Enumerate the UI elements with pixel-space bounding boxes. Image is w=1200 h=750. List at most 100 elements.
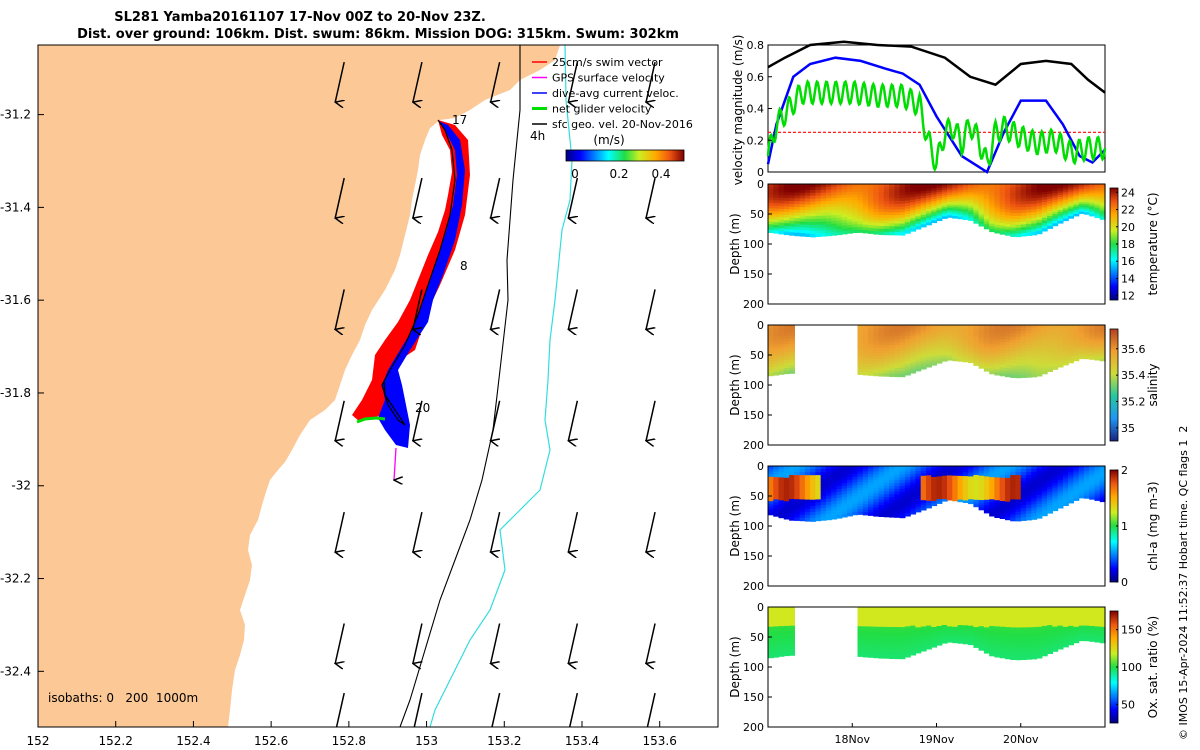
section-cell: [952, 210, 959, 213]
section-cell: [1026, 330, 1032, 335]
section-cell: [1026, 630, 1032, 634]
section-cell: [968, 208, 974, 211]
section-cell: [989, 352, 996, 356]
section-cell: [910, 468, 917, 472]
section-cell: [1062, 329, 1069, 333]
section-cell: [794, 206, 801, 211]
section-cell: [1010, 517, 1017, 522]
section-cell: [978, 642, 985, 646]
section-cell: [920, 188, 927, 192]
section-cell: [878, 626, 885, 631]
section-cell: [825, 224, 832, 228]
section-cell: [778, 344, 785, 348]
section-cell: [783, 357, 790, 361]
section-cell: [968, 352, 974, 355]
section-cell: [931, 199, 938, 202]
section-cell: [883, 330, 890, 335]
section-cell: [1010, 627, 1017, 631]
section-cell: [841, 468, 848, 473]
section-cell: [1026, 186, 1032, 191]
section-cell: [1010, 374, 1017, 378]
section-cell: [978, 195, 985, 199]
section-cell: [1068, 350, 1074, 353]
section-cell: [915, 353, 922, 357]
section-cell: [889, 511, 895, 515]
section-cell: [1057, 339, 1064, 342]
section-cell: [936, 348, 943, 351]
section-cell: [994, 477, 1001, 481]
section-cell: [804, 201, 811, 205]
section-cell: [804, 210, 811, 214]
section-cell: [1068, 201, 1074, 204]
section-cell: [778, 325, 785, 329]
section-cell: [883, 370, 890, 374]
section-cell: [1057, 489, 1064, 493]
section-cell: [889, 200, 895, 205]
section-cell: [868, 487, 874, 492]
section-cell: [825, 486, 832, 491]
section-cell: [778, 197, 785, 202]
section-cell: [1099, 626, 1106, 630]
section-cell: [915, 186, 922, 190]
section-cell: [957, 637, 964, 640]
section-cell: [841, 184, 848, 188]
day-label-17: 17: [452, 113, 467, 127]
section-cell: [773, 609, 780, 614]
section-cell: [1026, 489, 1032, 494]
section-cell: [889, 474, 895, 478]
section-cell: [1073, 634, 1080, 638]
section-cell: [910, 327, 917, 331]
section-cell: [1010, 221, 1017, 226]
section-cell: [947, 634, 953, 637]
section-cell: [978, 621, 985, 625]
section-cell: [841, 471, 848, 476]
section-cell: [1062, 360, 1069, 364]
section-cell: [920, 619, 927, 623]
section-cell: [1005, 212, 1011, 216]
section-cell: [968, 325, 974, 328]
section-cell: [989, 186, 996, 190]
section-cell: [878, 184, 885, 188]
section-cell: [1026, 345, 1032, 349]
section-cell: [926, 353, 932, 356]
section-cell: [989, 644, 996, 649]
map-x-tick-label: 152.6: [254, 734, 288, 748]
section-cell: [1068, 632, 1074, 635]
map-x-tick-label: 153: [415, 734, 438, 748]
section-cell: [857, 468, 864, 472]
section-cell: [1010, 505, 1017, 510]
section-cell: [1026, 229, 1032, 234]
section-cell: [789, 499, 795, 503]
section-cell: [1089, 497, 1096, 500]
section-cell: [810, 512, 816, 516]
section-cell: [936, 499, 943, 502]
section-cell: [1026, 206, 1032, 211]
section-cell: [1015, 216, 1022, 220]
section-cell: [1073, 189, 1080, 192]
section-cell: [989, 357, 996, 361]
section-cell: [1089, 631, 1096, 635]
section-cell: [894, 373, 901, 378]
section-cell: [868, 211, 874, 215]
section-cell: [852, 184, 859, 188]
section-cell: [878, 228, 885, 233]
section-cell: [1094, 215, 1101, 219]
section-cell: [904, 612, 911, 616]
section-cell: [1047, 625, 1053, 629]
section-cell: [873, 638, 880, 642]
section-cell: [1010, 514, 1017, 519]
section-cell: [1052, 337, 1059, 341]
section-cell: [815, 508, 822, 513]
section-cell: [1031, 653, 1038, 657]
section-cell: [868, 643, 874, 647]
section-cell: [1005, 607, 1011, 611]
section-cell: [868, 230, 874, 234]
section-cell: [1005, 339, 1011, 343]
section-cell: [999, 623, 1006, 628]
section-cell: [1057, 343, 1064, 347]
section-cell: [936, 204, 943, 207]
section-cell: [836, 509, 843, 513]
section-cell: [1015, 502, 1022, 507]
section-cell: [783, 639, 790, 643]
section-cell: [1068, 490, 1074, 494]
